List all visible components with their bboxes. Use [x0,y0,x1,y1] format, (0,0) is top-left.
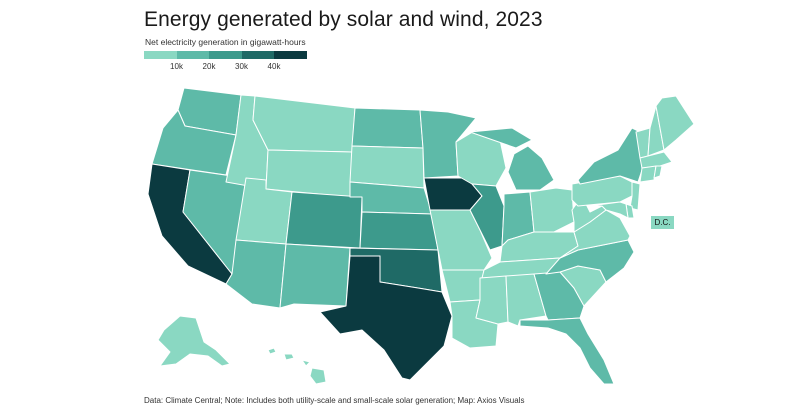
legend-ticks: 10k 20k 30k 40k [144,59,307,73]
state-AZ[interactable] [225,239,287,309]
state-CO[interactable] [285,191,363,249]
legend-swatch-3 [209,51,242,59]
state-AR[interactable] [441,269,485,303]
state-CT[interactable] [639,165,657,183]
color-legend: 10k 20k 30k 40k [144,51,307,73]
state-ND[interactable] [351,107,424,149]
state-MD[interactable] [589,201,629,219]
legend-bar [144,51,307,59]
source-note: Data: Climate Central; Note: Includes bo… [144,396,525,405]
state-MS[interactable] [475,275,509,325]
state-MT[interactable] [252,95,356,153]
state-RI[interactable] [653,165,663,179]
legend-swatch-1 [144,51,177,59]
map-title: Energy generated by solar and wind, 2023 [144,8,543,31]
map-subtitle: Net electricity generation in gigawatt-h… [145,37,306,47]
state-MA[interactable] [639,151,673,169]
legend-tick-10k: 10k [170,62,183,71]
legend-swatch-4 [241,51,274,59]
legend-swatch-2 [176,51,209,59]
dc-label: D.C. [651,216,674,229]
state-MI[interactable] [469,127,555,191]
legend-swatch-5 [274,51,307,59]
state-IL[interactable] [469,183,505,251]
state-WY[interactable] [265,149,353,198]
state-FL[interactable] [519,317,615,385]
legend-tick-40k: 40k [267,62,281,71]
state-TX[interactable] [319,255,453,381]
state-SD[interactable] [349,145,425,189]
state-NY[interactable] [577,127,643,185]
state-OH[interactable] [529,187,575,233]
state-NJ[interactable] [629,181,641,211]
legend-tick-20k: 20k [202,62,216,71]
state-KS[interactable] [359,211,439,251]
state-AK[interactable] [157,315,231,367]
state-ME[interactable] [655,95,695,151]
state-HI[interactable] [267,347,327,385]
legend-tick-30k: 30k [235,62,248,71]
state-NM[interactable] [279,243,351,309]
